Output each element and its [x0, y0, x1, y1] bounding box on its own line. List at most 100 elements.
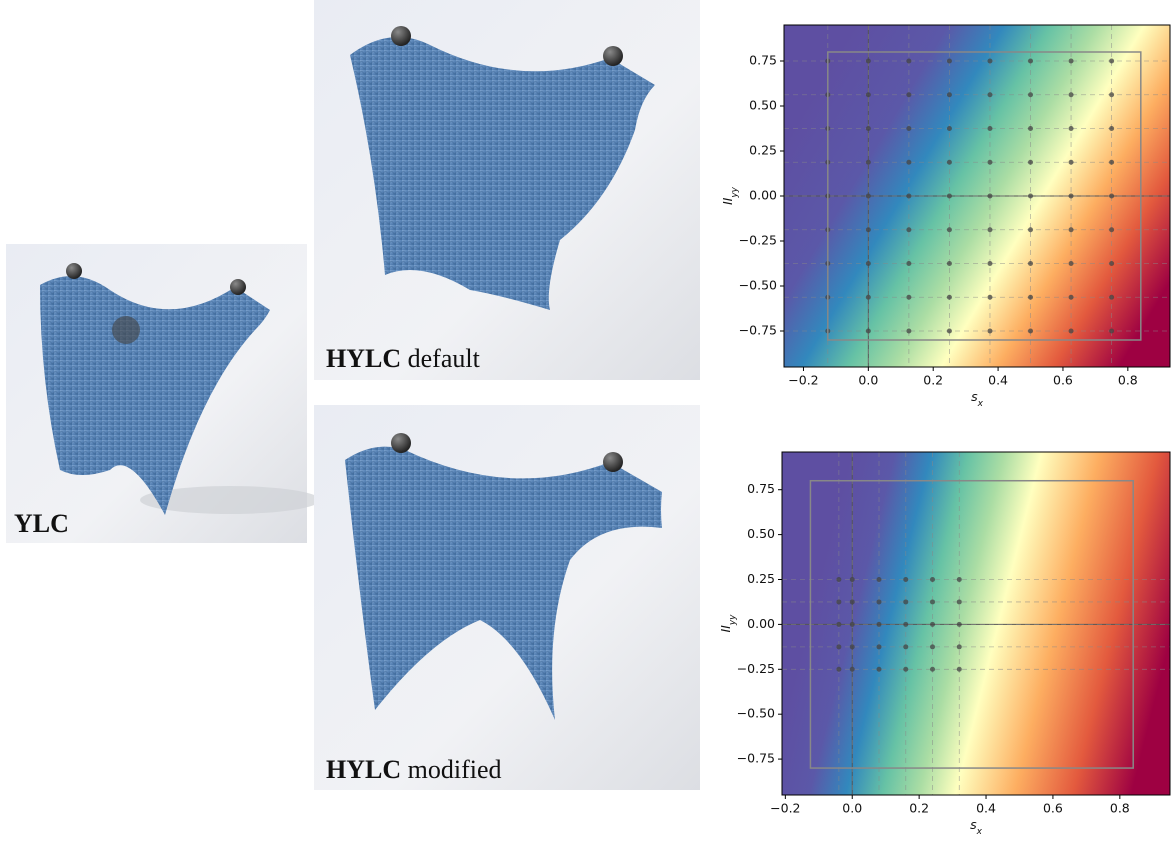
sample-point [836, 622, 841, 627]
sample-point [836, 599, 841, 604]
sample-point [1028, 194, 1033, 199]
sample-point [930, 599, 935, 604]
sample-point [947, 59, 952, 64]
panel-caption: YLC [14, 509, 69, 538]
sample-point [987, 92, 992, 97]
sample-point [850, 577, 855, 582]
sample-point [903, 577, 908, 582]
x-tick-label: 0.8 [1118, 373, 1138, 388]
y-axis-label-sub: yy [728, 614, 738, 626]
sample-point [1028, 295, 1033, 300]
sample-point [866, 295, 871, 300]
sample-point [1109, 329, 1114, 334]
y-tick-label: −0.50 [737, 706, 775, 721]
x-tick-label: 0.6 [1043, 801, 1063, 816]
sample-point [957, 622, 962, 627]
sample-point [1069, 194, 1074, 199]
sample-point [906, 295, 911, 300]
y-tick-label: −0.50 [739, 278, 777, 293]
figure: YLC HYLC default HYLC modified −0.20.00.… [0, 0, 1173, 845]
sample-point [957, 577, 962, 582]
sample-point [866, 92, 871, 97]
sample-point [987, 126, 992, 131]
sample-point [906, 329, 911, 334]
sample-point [1109, 295, 1114, 300]
figure-canvas: YLC HYLC default HYLC modified −0.20.00.… [0, 0, 1173, 845]
y-tick-label: −0.75 [739, 323, 777, 338]
sample-point [877, 644, 882, 649]
sample-point [930, 667, 935, 672]
sample-point [1028, 261, 1033, 266]
sample-point [947, 261, 952, 266]
sample-point [930, 644, 935, 649]
sample-point [947, 160, 952, 165]
sample-point [1069, 92, 1074, 97]
sample-point [877, 577, 882, 582]
sample-point [947, 126, 952, 131]
caption-text: modified [401, 755, 501, 784]
sample-point [906, 126, 911, 131]
sample-point [1028, 126, 1033, 131]
sample-point [947, 194, 952, 199]
y-tick-label: 0.50 [749, 98, 777, 113]
sample-point [1069, 261, 1074, 266]
sample-point [947, 329, 952, 334]
sample-point [957, 599, 962, 604]
sample-point [1109, 227, 1114, 232]
sample-point [1028, 92, 1033, 97]
sample-point [1028, 59, 1033, 64]
x-tick-label: 0.2 [909, 801, 929, 816]
x-axis-label: sx [970, 817, 983, 837]
sample-point [930, 622, 935, 627]
sample-point [903, 667, 908, 672]
sample-point [1069, 295, 1074, 300]
y-tick-label: 0.00 [749, 188, 777, 203]
sample-point [930, 577, 935, 582]
sample-point [836, 577, 841, 582]
sample-point [987, 329, 992, 334]
caption-text: default [401, 344, 480, 373]
sample-point [1069, 160, 1074, 165]
sample-point [1028, 160, 1033, 165]
sample-point [836, 644, 841, 649]
sample-point [1069, 227, 1074, 232]
sample-point [947, 227, 952, 232]
sample-point [850, 644, 855, 649]
sample-point [850, 622, 855, 627]
x-axis-label-sub: x [977, 399, 984, 409]
y-tick-label: −0.25 [739, 233, 777, 248]
x-tick-label: 0.2 [923, 373, 943, 388]
x-tick-label: 0.0 [858, 373, 878, 388]
caption-bold: YLC [14, 509, 69, 538]
sample-point [1028, 227, 1033, 232]
x-tick-label: −0.2 [770, 801, 800, 816]
x-tick-label: 0.0 [842, 801, 862, 816]
x-tick-label: 0.4 [988, 373, 1008, 388]
render-ylc: YLC [6, 244, 320, 543]
sample-point [987, 261, 992, 266]
sample-point [906, 261, 911, 266]
sample-point [1109, 160, 1114, 165]
sample-point [866, 261, 871, 266]
sample-point [850, 599, 855, 604]
y-tick-label: −0.75 [737, 751, 775, 766]
y-tick-label: 0.75 [747, 481, 775, 496]
sample-point [1109, 59, 1114, 64]
sample-point [866, 329, 871, 334]
y-axis-label: IIyy [720, 186, 740, 205]
x-tick-label: 0.4 [976, 801, 996, 816]
sample-point [947, 92, 952, 97]
panel-caption: HYLC default [326, 344, 481, 373]
sample-point [877, 622, 882, 627]
y-tick-label: 0.75 [749, 53, 777, 68]
sample-point [987, 227, 992, 232]
sample-point [1069, 59, 1074, 64]
sample-point [1069, 126, 1074, 131]
sample-point [866, 160, 871, 165]
y-tick-label: 0.25 [747, 571, 775, 586]
sample-point [1109, 261, 1114, 266]
sample-point [906, 92, 911, 97]
y-axis-label: IIyy [718, 614, 738, 633]
